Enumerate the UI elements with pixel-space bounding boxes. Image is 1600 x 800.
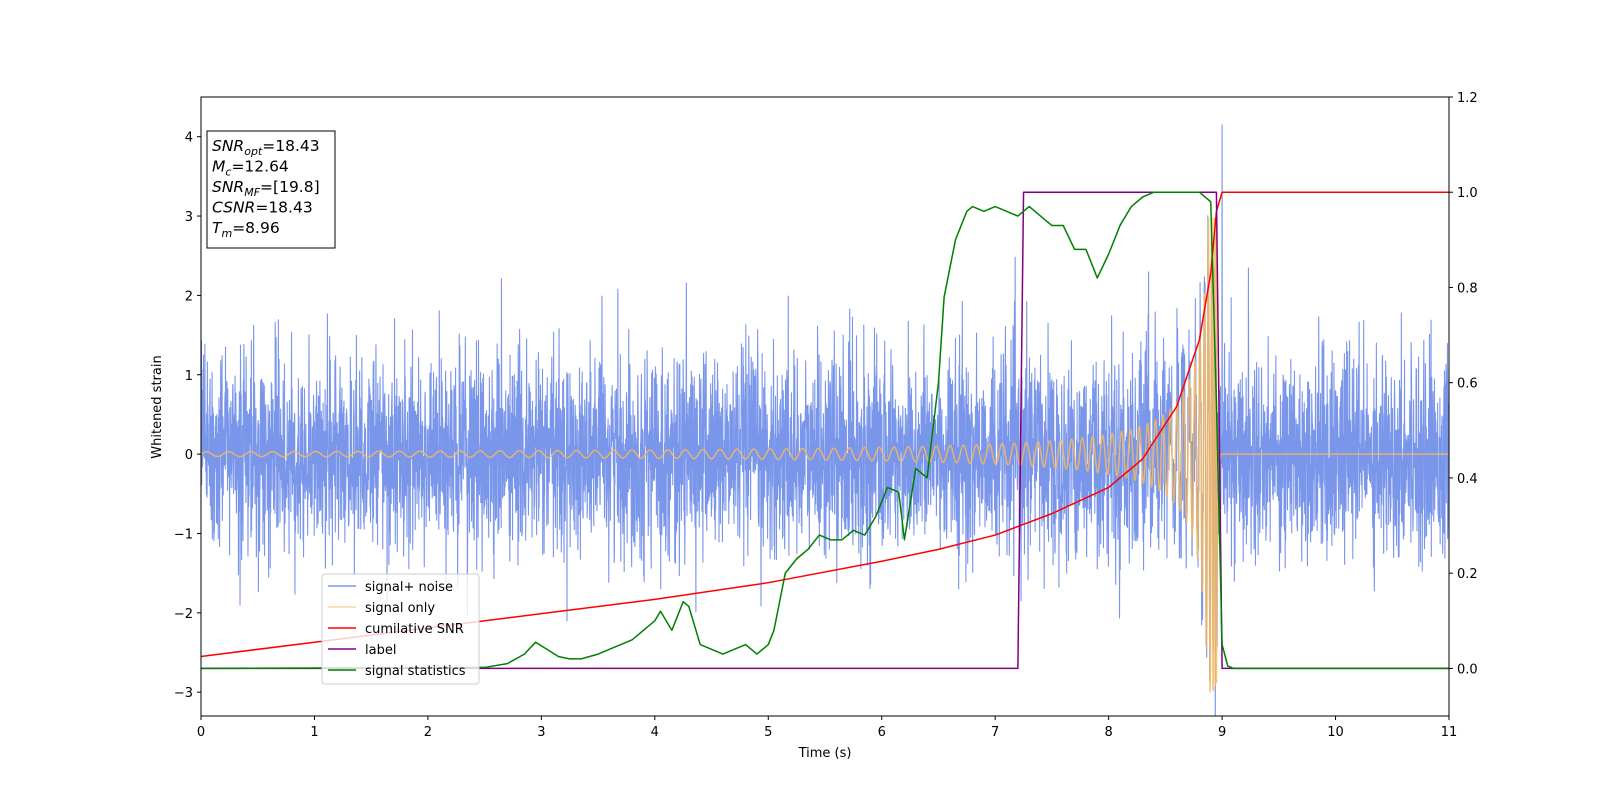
x-tick-label: 9 — [1218, 725, 1226, 740]
y-left-tick-label: 3 — [185, 210, 193, 225]
x-tick-label: 7 — [991, 725, 999, 740]
legend: signal+ noise signal only cumilative SNR la… — [321, 573, 480, 685]
legend-label: label — [365, 643, 396, 658]
series-line-2 — [201, 191, 1449, 658]
legend-label: cumilative SNR — [365, 622, 464, 637]
y-right-tick-label: 1.2 — [1457, 91, 1478, 106]
series-layer — [201, 124, 1449, 716]
info-line: SNRopt=18.43 — [212, 137, 320, 158]
y-left-tick-label: 1 — [185, 369, 193, 384]
x-tick-label: 5 — [764, 725, 772, 740]
x-tick-label: 11 — [1441, 725, 1458, 740]
y-right-tick-label: 1.0 — [1457, 186, 1478, 201]
info-line: Mc=12.64 — [212, 158, 289, 179]
legend-frame — [321, 573, 480, 685]
y-left-tick-label: 2 — [185, 289, 193, 304]
x-tick-label: 8 — [1104, 725, 1112, 740]
y-right-tick-label: 0.4 — [1457, 472, 1478, 487]
x-tick-label: 3 — [537, 725, 545, 740]
legend-label: signal only — [365, 601, 435, 616]
y-right-tick-label: 0.8 — [1457, 281, 1478, 296]
y-right-tick-label: 0.6 — [1457, 377, 1478, 392]
y-right-tick-label: 0.2 — [1457, 567, 1478, 582]
y-left-tick-label: −3 — [174, 686, 193, 701]
y-left-tick-label: −1 — [174, 527, 193, 542]
y-left-tick-label: −2 — [174, 607, 193, 622]
info-box: SNRopt=18.43Mc=12.64SNRMF=[19.8]CSNR=18.… — [206, 130, 336, 249]
x-axis-label: Time (s) — [798, 746, 852, 761]
plot-frame — [200, 96, 1450, 717]
series-line-4 — [201, 191, 1449, 670]
x-axis: 0 1 2 3 4 5 6 7 8 9 10 11 — [197, 716, 1457, 740]
x-tick-label: 4 — [651, 725, 659, 740]
x-tick-label: 2 — [424, 725, 432, 740]
series-line-1 — [201, 217, 1449, 693]
info-box-frame — [206, 130, 336, 249]
info-line: SNRMF=[19.8] — [212, 178, 320, 199]
y-left-tick-label: 4 — [185, 131, 193, 146]
series-line-0 — [201, 124, 1449, 716]
y-axis-right: 0.0 0.2 0.4 0.6 0.8 1.0 1.2 — [1449, 91, 1478, 677]
y-left-tick-label: 0 — [185, 448, 193, 463]
y-axis-left: −3 −2 −1 0 1 2 3 4 — [174, 131, 201, 701]
legend-label: signal+ noise — [365, 580, 453, 595]
y-axis-label: Whitened strain — [150, 355, 165, 458]
x-tick-label: 10 — [1327, 725, 1344, 740]
y-right-tick-label: 0.0 — [1457, 662, 1478, 677]
x-tick-label: 0 — [197, 725, 205, 740]
info-line: Tm=8.96 — [212, 219, 280, 240]
x-tick-label: 6 — [878, 725, 886, 740]
x-tick-label: 1 — [310, 725, 318, 740]
info-line: CSNR=18.43 — [212, 199, 313, 217]
legend-label: signal statistics — [365, 664, 466, 679]
